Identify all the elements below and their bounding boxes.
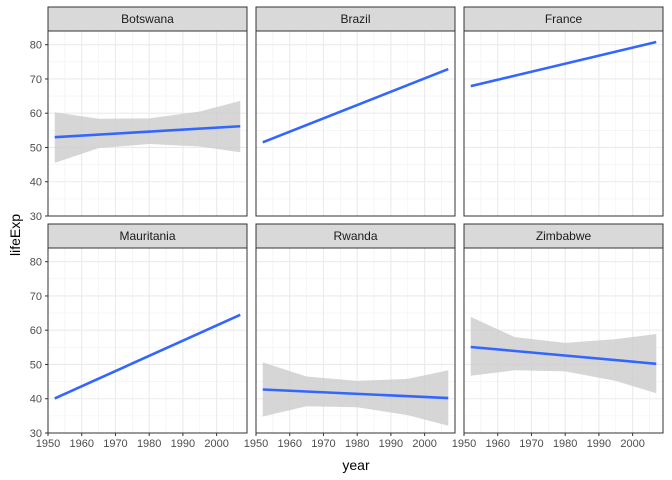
strip-brazil [255, 6, 456, 32]
panel-border-botswana [47, 30, 248, 217]
panel-rwanda: Rwanda 1950 1960 1970 1980 1990 2000 [244, 223, 456, 450]
panels-layer: Botswana 30 40 50 60 70 80 Brazil France Mauritan… [30, 6, 664, 450]
strip-mauritania [47, 223, 248, 249]
panel-mauritania: Mauritania 30 40 50 60 70 80 1950 1960 1970 1980 19… [30, 223, 248, 450]
y-tick-label: 50 [30, 359, 42, 371]
strip-label-rwanda: Rwanda [333, 229, 377, 243]
y-tick-label: 70 [30, 74, 42, 86]
x-tick-label: 1990 [171, 438, 195, 450]
x-tick-label: 1970 [103, 438, 127, 450]
strip-label-botswana: Botswana [121, 12, 174, 26]
y-tick-label: 40 [30, 177, 42, 189]
strip-france [463, 6, 664, 32]
panel-zimbabwe: Zimbabwe 1950 1960 1970 1980 1990 2000 [452, 223, 664, 450]
x-tick-label: 1950 [244, 438, 268, 450]
y-axis-title: lifeExp [7, 214, 23, 256]
y-tick-label: 80 [30, 40, 42, 52]
y-tick-label: 70 [30, 291, 42, 303]
panel-botswana: Botswana 30 40 50 60 70 80 [30, 6, 248, 223]
y-tick-label: 30 [30, 428, 42, 440]
panel-border-brazil [255, 30, 456, 217]
panel-france: France [463, 6, 664, 217]
y-tick-label: 80 [30, 257, 42, 269]
x-tick-label: 1960 [277, 438, 301, 450]
panel-border-france [463, 30, 664, 217]
strip-label-france: France [545, 12, 583, 26]
x-tick-label: 1980 [137, 438, 161, 450]
x-tick-label: 1980 [553, 438, 577, 450]
trend-line-zimbabwe [470, 345, 657, 366]
y-tick-label: 60 [30, 108, 42, 120]
trend-line-france [470, 40, 657, 88]
y-tick-label: 40 [30, 394, 42, 406]
x-tick-label: 1970 [519, 438, 543, 450]
x-tick-label: 2000 [204, 438, 228, 450]
panel-border-zimbabwe [463, 247, 664, 434]
strip-label-mauritania: Mauritania [119, 229, 175, 243]
panel-border-rwanda [255, 247, 456, 434]
trend-line-brazil [262, 67, 449, 144]
strip-rwanda [255, 223, 456, 249]
trend-line-rwanda [262, 388, 449, 400]
x-tick-label: 2000 [412, 438, 436, 450]
panel-brazil: Brazil [255, 6, 456, 217]
x-tick-label: 1950 [452, 438, 476, 450]
trend-line-mauritania [54, 313, 241, 400]
x-tick-label: 2000 [620, 438, 644, 450]
y-tick-label: 30 [30, 211, 42, 223]
x-axis-title: year [342, 457, 370, 473]
strip-label-brazil: Brazil [340, 12, 370, 26]
x-tick-label: 1950 [36, 438, 60, 450]
trend-line-botswana [54, 124, 241, 139]
x-tick-label: 1960 [69, 438, 93, 450]
panel-border-mauritania [47, 247, 248, 434]
strip-label-zimbabwe: Zimbabwe [536, 229, 592, 243]
x-tick-label: 1980 [345, 438, 369, 450]
x-tick-label: 1990 [587, 438, 611, 450]
x-tick-label: 1970 [311, 438, 335, 450]
strip-botswana [47, 6, 248, 32]
y-tick-label: 60 [30, 325, 42, 337]
y-tick-label: 50 [30, 142, 42, 154]
x-tick-label: 1960 [485, 438, 509, 450]
x-tick-label: 1990 [379, 438, 403, 450]
